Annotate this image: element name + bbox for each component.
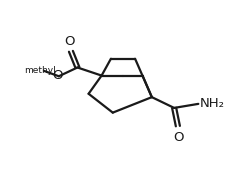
Text: O: O <box>174 131 184 144</box>
Text: methyl: methyl <box>24 66 56 75</box>
Text: O: O <box>52 69 63 82</box>
Text: NH₂: NH₂ <box>199 97 224 110</box>
Text: O: O <box>65 35 75 48</box>
